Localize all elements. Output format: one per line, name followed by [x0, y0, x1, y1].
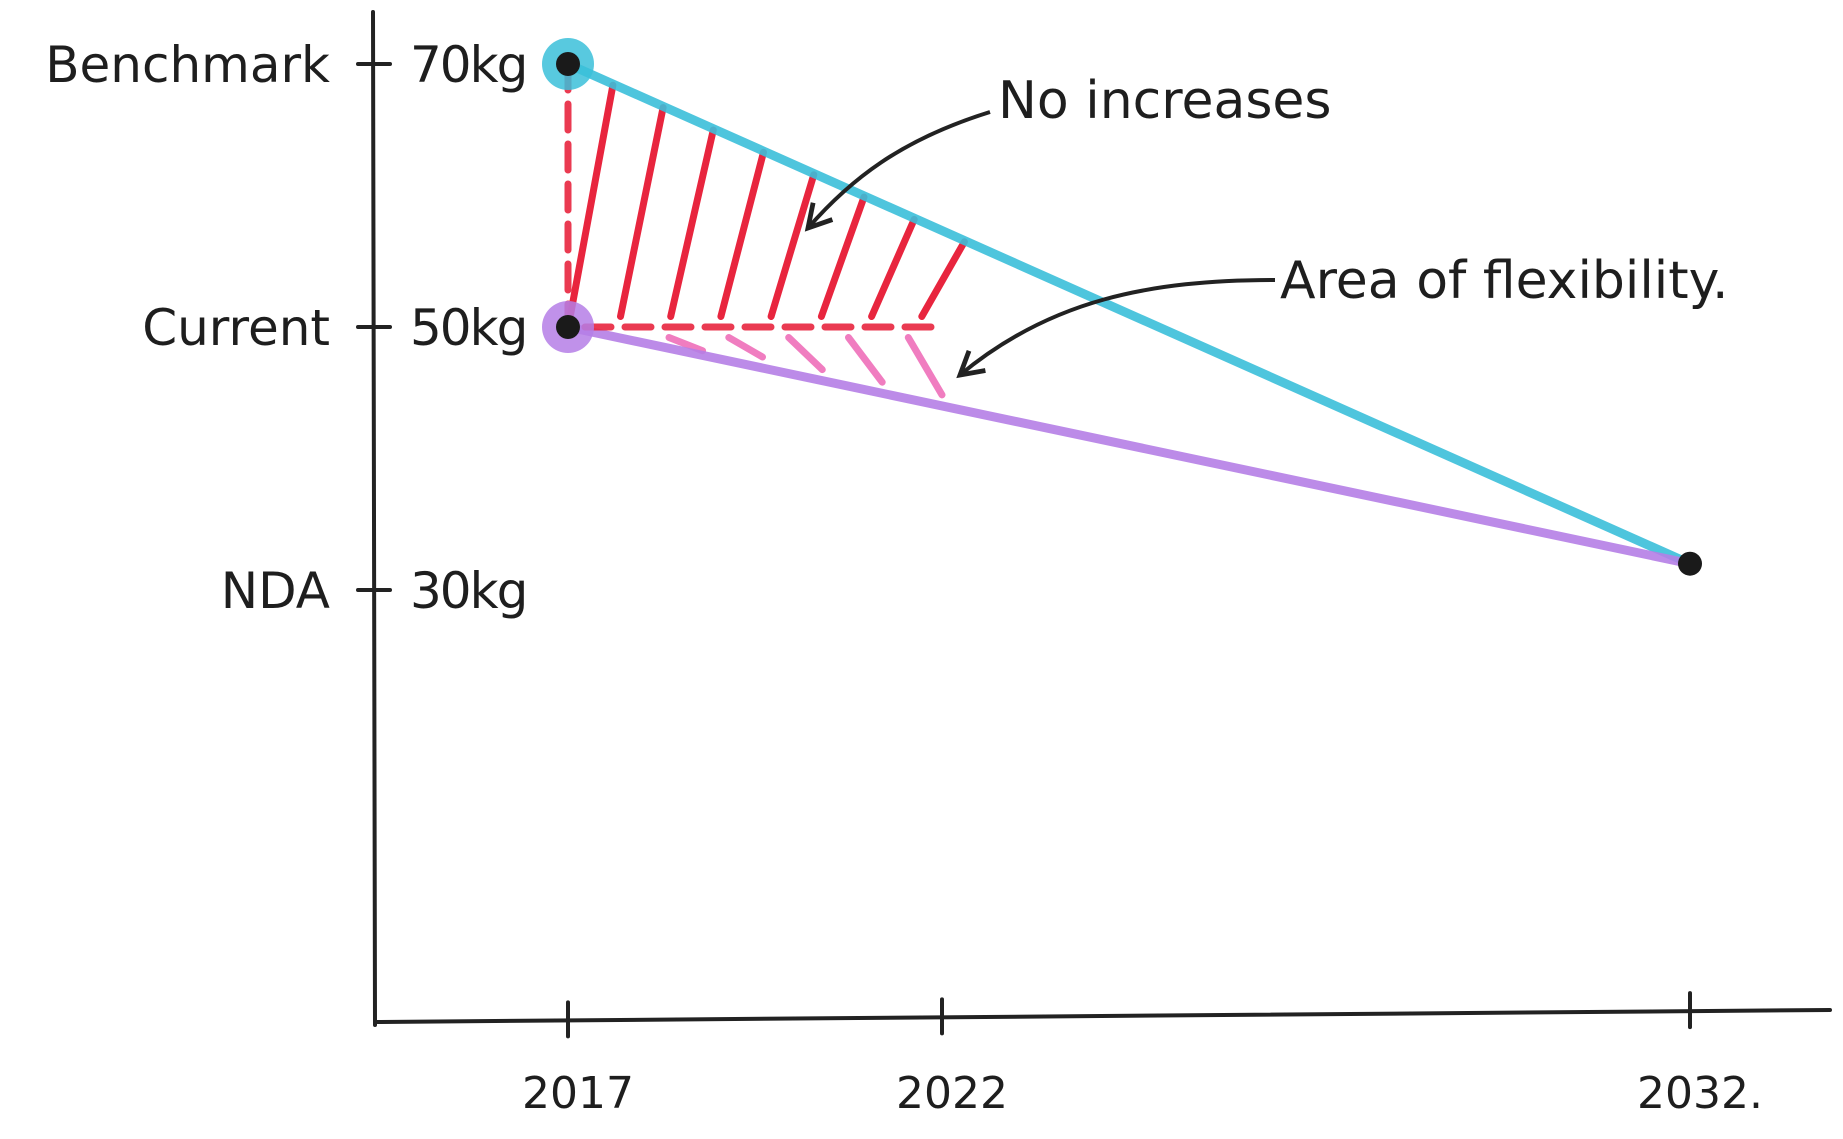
- hatch-regions: [566, 81, 968, 399]
- hatch-pink-stroke: [845, 334, 886, 386]
- hatch-red-stroke: [918, 238, 968, 320]
- axes: [371, 10, 1832, 1027]
- no-increases-hatch: [566, 81, 968, 320]
- y-tick-label: 70kg: [410, 36, 526, 94]
- series-line-0: [563, 59, 1695, 569]
- annotation-no-increases-arrow: [804, 110, 991, 232]
- series-line-1: [563, 322, 1695, 569]
- annotation-flexibility: Area of flexibility.: [956, 251, 1729, 379]
- hatch-pink-stroke: [785, 334, 826, 374]
- y-axis: [371, 10, 377, 1027]
- hatch-red-stroke: [767, 171, 818, 320]
- annotation-no-increases: No increases: [804, 71, 1332, 232]
- annotation-no-increases-text: No increases: [998, 71, 1332, 131]
- data-point: [1678, 551, 1702, 576]
- data-point: [556, 52, 580, 76]
- data-point: [556, 315, 580, 339]
- x-tick-label: 2017: [522, 1068, 634, 1119]
- y-category-label: Benchmark: [45, 36, 330, 94]
- y-ticks: 70kg Benchmark 50kg Current 30kg NDA: [45, 36, 528, 620]
- x-tick-label: 2022: [896, 1068, 1008, 1119]
- hatch-red-stroke: [617, 104, 667, 320]
- x-tick-label: 2032.: [1637, 1068, 1763, 1119]
- y-tick-label: 30kg: [410, 562, 526, 620]
- hatch-red-stroke: [817, 193, 868, 320]
- hatch-red-stroke: [667, 126, 717, 320]
- y-tick-label: 50kg: [410, 299, 526, 357]
- hatch-red-stroke: [868, 215, 918, 320]
- annotation-flexibility-arrow: [956, 278, 1276, 379]
- hatch-red-stroke: [566, 81, 617, 320]
- hatch-pink-stroke: [725, 334, 766, 361]
- data-points: [542, 38, 1702, 576]
- hatch-pink-stroke: [665, 334, 707, 355]
- annotation-flexibility-text: Area of flexibility.: [1280, 251, 1729, 311]
- x-ticks: 2017 2022 2032.: [522, 991, 1763, 1119]
- y-category-label: Current: [142, 299, 330, 357]
- flexibility-hatch: [665, 334, 946, 399]
- y-category-label: NDA: [221, 562, 330, 620]
- hatch-red-stroke: [717, 148, 767, 320]
- series-layer: [563, 59, 1695, 569]
- x-axis: [373, 1008, 1832, 1024]
- hatch-pink-stroke: [904, 334, 946, 399]
